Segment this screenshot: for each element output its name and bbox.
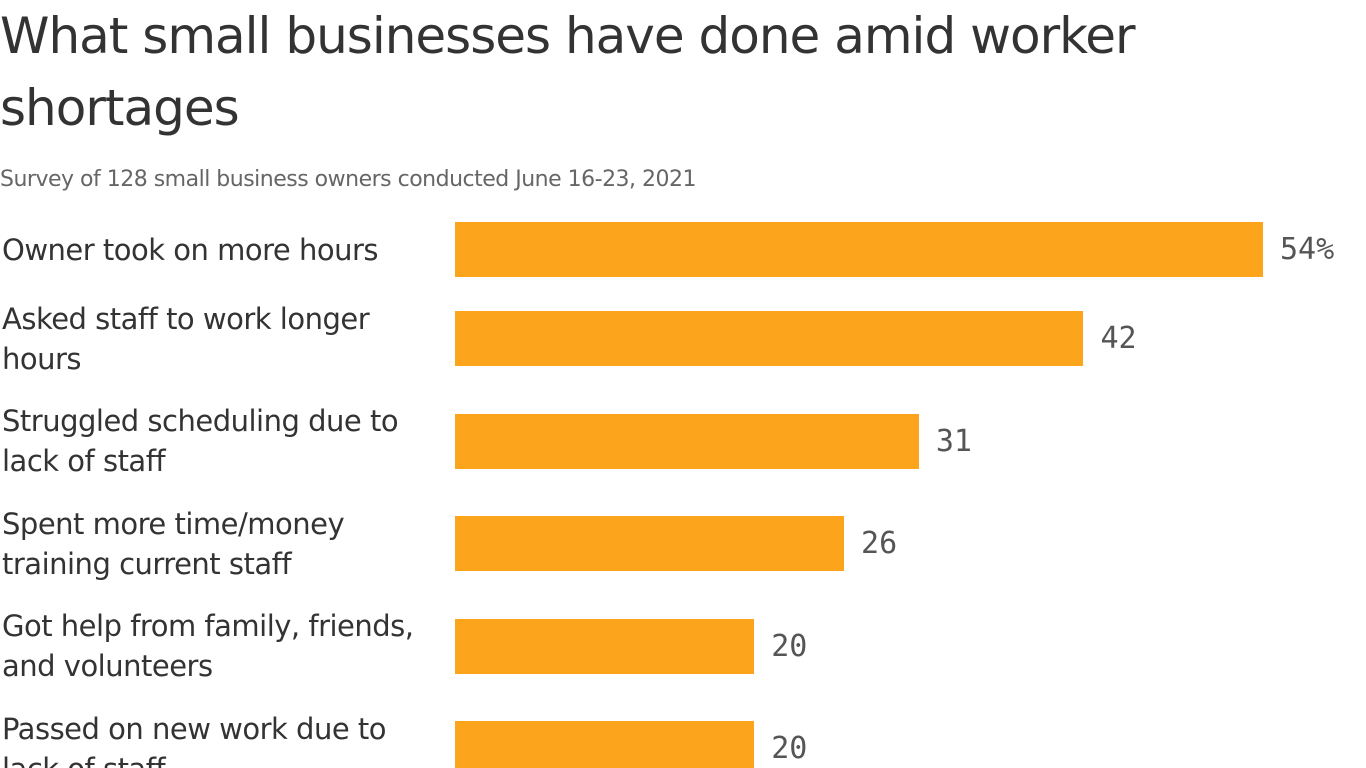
value-label: 20 bbox=[771, 628, 808, 664]
bar bbox=[455, 222, 1263, 277]
value-label: 42 bbox=[1100, 321, 1137, 356]
category-label: Passed on new work due to lack of staff bbox=[2, 711, 387, 768]
category-label: Spent more time/money training current s… bbox=[2, 506, 345, 581]
category-label: Owner took on more hours bbox=[2, 232, 379, 267]
value-label: 26 bbox=[861, 526, 898, 561]
value-label: 20 bbox=[771, 731, 808, 766]
category-label: Struggled scheduling due to lack of staf… bbox=[2, 404, 399, 478]
bar bbox=[455, 413, 919, 469]
bar bbox=[455, 618, 755, 674]
chart-subtitle: Survey of 128 small business owners cond… bbox=[0, 167, 697, 192]
value-label: 54% bbox=[1280, 232, 1335, 267]
chart-title: What small businesses have done amid wor… bbox=[0, 7, 1136, 137]
bar bbox=[455, 516, 845, 571]
bar bbox=[455, 311, 1084, 366]
category-label: Asked staff to work longer hours bbox=[2, 301, 370, 376]
value-label: 31 bbox=[935, 423, 972, 459]
bar bbox=[455, 721, 755, 768]
category-label: Got help from family, friends, and volun… bbox=[2, 609, 414, 683]
